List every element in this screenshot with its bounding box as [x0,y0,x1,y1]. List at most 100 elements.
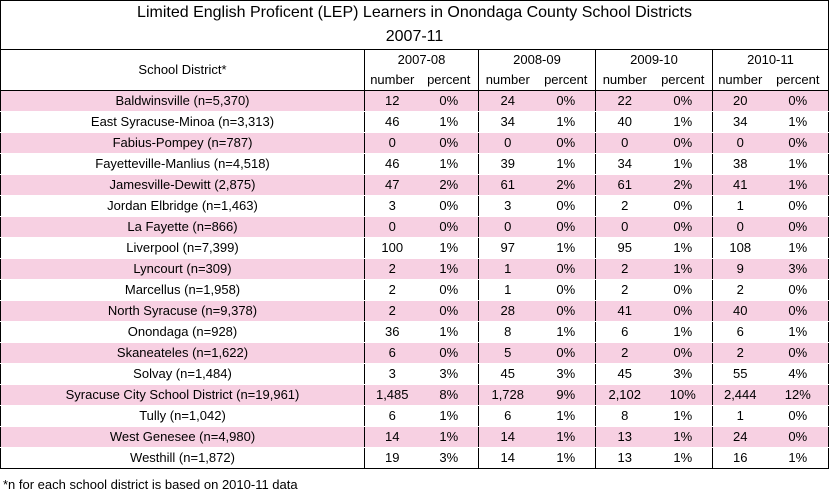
subheader-number: number [712,70,768,91]
percent-cell: 2% [536,174,596,196]
number-cell: 34 [712,111,768,133]
percent-cell: 1% [419,258,479,280]
percent-cell: 0% [419,195,479,217]
number-cell: 6 [712,321,768,343]
percent-cell: 0% [767,132,830,154]
number-cell: 3 [364,363,420,385]
year-header-2007-08: 2007-08 [364,49,479,70]
subheader-number: number [595,70,654,91]
district-name-cell: Lyncourt (n=309) [0,258,365,280]
number-cell: 1 [478,279,537,301]
percent-cell: 1% [653,426,713,448]
number-cell: 1 [712,405,768,427]
number-cell: 24 [712,426,768,448]
number-cell: 40 [595,111,654,133]
number-cell: 13 [595,426,654,448]
number-cell: 41 [595,300,654,322]
percent-cell: 1% [536,237,596,259]
district-name-cell: Baldwinsville (n=5,370) [0,90,365,112]
percent-cell: 0% [767,90,830,112]
table-row: Lyncourt (n=309) 2 1% 1 0% 2 1% 9 3% [0,258,830,280]
table-row: Onondaga (n=928) 36 1% 8 1% 6 1% 6 1% [0,321,830,343]
percent-cell: 1% [653,258,713,280]
number-cell: 97 [478,237,537,259]
number-cell: 12 [364,90,420,112]
table-row: Jamesville-Dewitt (2,875) 47 2% 61 2% 61 2% 41 1… [0,174,830,196]
percent-cell: 0% [767,300,830,322]
percent-cell: 3% [419,447,479,469]
percent-cell: 10% [653,384,713,406]
table-row: Liverpool (n=7,399) 100 1% 97 1% 95 1% 108 1% [0,237,830,259]
number-cell: 13 [595,447,654,469]
number-cell: 0 [364,132,420,154]
district-name-cell: Liverpool (n=7,399) [0,237,365,259]
district-name-cell: Solvay (n=1,484) [0,363,365,385]
number-cell: 24 [478,90,537,112]
subheader-percent: percent [419,70,479,91]
district-name-cell: Westhill (n=1,872) [0,447,365,469]
number-cell: 2,102 [595,384,654,406]
number-cell: 14 [478,426,537,448]
percent-cell: 0% [767,195,830,217]
percent-cell: 0% [419,279,479,301]
year-header-2008-09: 2008-09 [478,49,596,70]
table-row: Fayetteville-Manlius (n=4,518) 46 1% 39 1% 34… [0,153,830,175]
percent-cell: 4% [767,363,830,385]
percent-cell: 0% [536,300,596,322]
number-cell: 46 [364,153,420,175]
percent-cell: 3% [653,363,713,385]
number-cell: 34 [595,153,654,175]
percent-cell: 1% [419,321,479,343]
number-cell: 34 [478,111,537,133]
number-cell: 8 [478,321,537,343]
number-cell: 95 [595,237,654,259]
number-cell: 40 [712,300,768,322]
percent-cell: 0% [653,132,713,154]
number-cell: 6 [364,405,420,427]
number-cell: 1,485 [364,384,420,406]
number-cell: 20 [712,90,768,112]
number-cell: 2 [364,258,420,280]
percent-cell: 0% [653,279,713,301]
district-name-cell: East Syracuse-Minoa (n=3,313) [0,111,365,133]
footnote: *n for each school district is based on … [3,477,298,492]
number-cell: 2 [364,300,420,322]
percent-cell: 2% [653,174,713,196]
percent-cell: 1% [653,321,713,343]
percent-cell: 0% [767,342,830,364]
number-cell: 14 [478,447,537,469]
number-cell: 100 [364,237,420,259]
percent-cell: 0% [419,132,479,154]
percent-cell: 3% [536,363,596,385]
percent-cell: 0% [536,90,596,112]
percent-cell: 1% [767,174,830,196]
number-cell: 0 [478,132,537,154]
table-row: Baldwinsville (n=5,370) 12 0% 24 0% 22 0% 20 0% [0,90,830,112]
percent-cell: 1% [536,111,596,133]
percent-cell: 0% [419,342,479,364]
table-row: Syracuse City School District (n=19,961)… [0,384,830,406]
percent-cell: 2% [419,174,479,196]
table-row: West Genesee (n=4,980) 14 1% 14 1% 13 1% 24 0% [0,426,830,448]
number-cell: 2 [595,342,654,364]
percent-cell: 0% [653,195,713,217]
lep-table: Limited English Proficent (LEP) Learners… [0,0,830,469]
table-row: La Fayette (n=866) 0 0% 0 0% 0 0% 0 0% [0,216,830,238]
number-cell: 46 [364,111,420,133]
percent-cell: 0% [536,342,596,364]
percent-cell: 1% [419,153,479,175]
district-column-header: School District* [0,49,365,91]
number-cell: 1 [478,258,537,280]
subheader-number: number [364,70,420,91]
percent-cell: 0% [536,216,596,238]
percent-cell: 0% [536,279,596,301]
percent-cell: 1% [536,426,596,448]
percent-cell: 8% [419,384,479,406]
number-cell: 0 [595,216,654,238]
percent-cell: 9% [536,384,596,406]
district-name-cell: La Fayette (n=866) [0,216,365,238]
table-row: North Syracuse (n=9,378) 2 0% 28 0% 41 0% 40 0% [0,300,830,322]
number-cell: 14 [364,426,420,448]
percent-cell: 1% [767,321,830,343]
